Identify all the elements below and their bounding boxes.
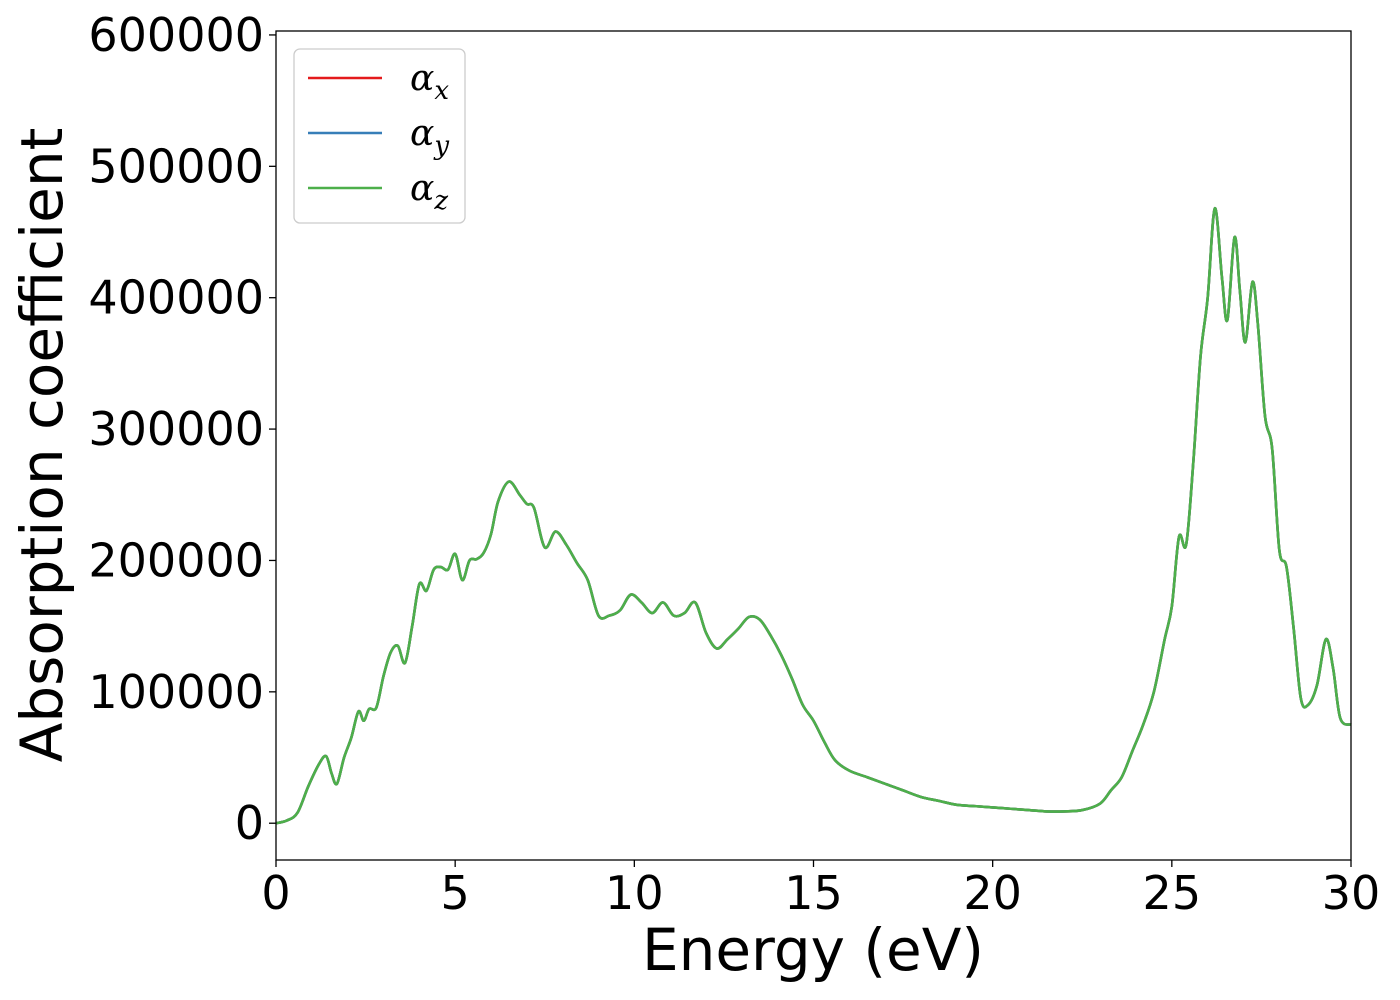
legend: αx αy αz bbox=[293, 48, 466, 224]
x-axis-title: Energy (eV) bbox=[642, 916, 984, 984]
series-line-3 bbox=[275, 207, 1352, 825]
x-tick-label: 30 bbox=[1322, 866, 1381, 920]
legend-frame bbox=[293, 48, 466, 224]
legend-label-x: αx bbox=[410, 58, 449, 106]
y-tick-label: 600000 bbox=[88, 8, 264, 62]
x-tick-label: 5 bbox=[441, 866, 470, 920]
legend-label-z: αz bbox=[410, 168, 448, 216]
y-axis: 0 100000 200000 300000 400000 500000 600000 bbox=[88, 8, 276, 850]
x-tick-label: 0 bbox=[261, 866, 290, 920]
y-tick-label: 0 bbox=[235, 796, 264, 850]
x-tick-label: 15 bbox=[784, 866, 843, 920]
y-tick-label: 500000 bbox=[88, 139, 264, 193]
x-axis: 0 5 10 15 20 25 30 bbox=[261, 860, 1380, 920]
y-axis-title: Absorption coefficient bbox=[8, 128, 76, 763]
y-tick-label: 300000 bbox=[88, 402, 264, 456]
y-tick-label: 200000 bbox=[88, 533, 264, 587]
legend-label-y: αy bbox=[410, 113, 449, 161]
y-tick-label: 100000 bbox=[88, 665, 264, 719]
x-tick-label: 10 bbox=[605, 866, 664, 920]
series-layer bbox=[275, 207, 1352, 825]
x-tick-label: 20 bbox=[963, 866, 1022, 920]
x-tick-label: 25 bbox=[1143, 866, 1202, 920]
y-tick-label: 400000 bbox=[88, 271, 264, 325]
